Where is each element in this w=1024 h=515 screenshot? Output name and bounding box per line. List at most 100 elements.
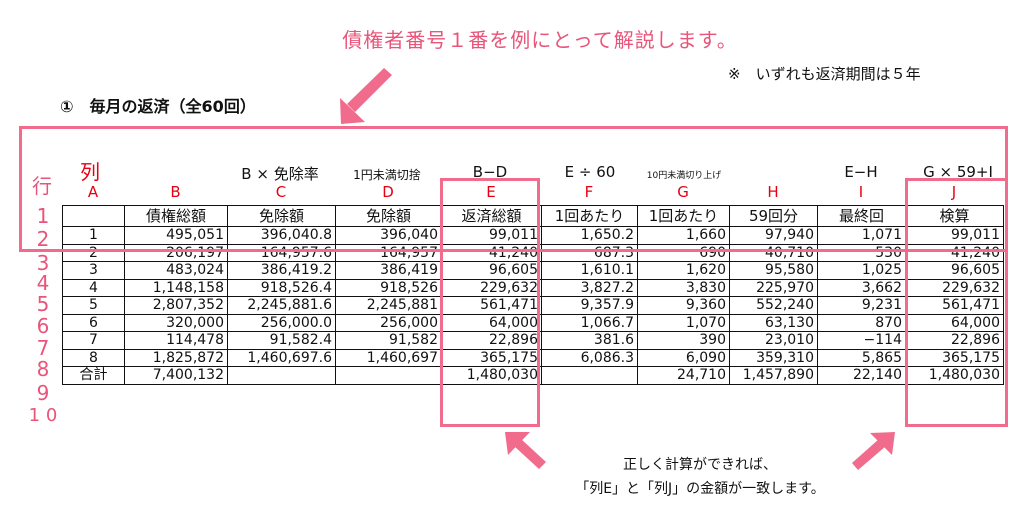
column-letter-d: D bbox=[382, 183, 394, 201]
table-row: 6 320,000 256,000.0 256,000 64,000 1,066… bbox=[62, 313, 1004, 332]
table-cell: 1,025 bbox=[817, 261, 906, 280]
header-cell: 免除額 bbox=[335, 205, 442, 227]
callout-bottom-line1: 正しく計算ができれば、 bbox=[623, 457, 777, 473]
row-number: 9 bbox=[36, 381, 50, 405]
table-cell: 1,071 bbox=[817, 226, 906, 245]
column-label: 列 bbox=[80, 160, 100, 184]
table-cell: 390 bbox=[637, 331, 730, 350]
table-cell: 690 bbox=[637, 243, 730, 262]
arrow-icon-right bbox=[852, 432, 895, 470]
table-cell: 256,000 bbox=[335, 313, 442, 332]
table-cell: 96,605 bbox=[905, 261, 1004, 280]
highlight-column-j bbox=[905, 178, 1008, 427]
row-number: 4 bbox=[36, 271, 50, 295]
table-cell: 1,457,890 bbox=[729, 366, 818, 385]
header-cell: 返済総額 bbox=[441, 205, 542, 227]
header-cell: 59回分 bbox=[729, 205, 818, 227]
table-cell: 1,480,030 bbox=[905, 366, 1004, 385]
table-cell: 9,357.9 bbox=[541, 296, 638, 315]
table-cell: 91,582 bbox=[335, 331, 442, 350]
row-number: 7 bbox=[36, 336, 50, 360]
table-cell: 7,400,132 bbox=[124, 366, 228, 385]
table-cell: 386,419 bbox=[335, 261, 442, 280]
row-number: 6 bbox=[36, 314, 50, 338]
row-number: 1 bbox=[36, 204, 50, 228]
table-cell: 64,000 bbox=[905, 313, 1004, 332]
table-cell: 495,051 bbox=[124, 226, 228, 245]
arrow-icon-top bbox=[340, 68, 392, 124]
header-cell: 1回あたり bbox=[637, 205, 730, 227]
total-row: 合計 7,400,132 1,480,030 24,710 1,457,890 … bbox=[62, 366, 1004, 385]
table-cell: 2,245,881.6 bbox=[227, 296, 336, 315]
table-cell: 1,620 bbox=[637, 261, 730, 280]
table-cell: 3,830 bbox=[637, 278, 730, 297]
formula-e: B−D bbox=[472, 163, 508, 181]
table-cell: 9,231 bbox=[817, 296, 906, 315]
table-cell: 3,827.2 bbox=[541, 278, 638, 297]
table-cell: 918,526.4 bbox=[227, 278, 336, 297]
header-cell: 免除額 bbox=[227, 205, 336, 227]
formula-d: 1円未満切捨 bbox=[353, 168, 421, 182]
callout-bottom: 正しく計算ができれば、 「列E」と「列J」の金額が一致します。 bbox=[540, 453, 860, 501]
table-cell: 1,460,697.6 bbox=[227, 348, 336, 367]
repayment-table: 債権総額 免除額 免除額 返済総額 1回あたり 1回あたり 59回分 最終回 検… bbox=[62, 205, 1004, 385]
table-cell: 3,662 bbox=[817, 278, 906, 297]
table-cell: 2,807,352 bbox=[124, 296, 228, 315]
column-letter-h: H bbox=[767, 183, 779, 201]
formula-i: E−H bbox=[844, 163, 878, 181]
table-cell: 63,130 bbox=[729, 313, 818, 332]
arrow-icon-left bbox=[505, 432, 546, 469]
table-cell: 22,896 bbox=[441, 331, 542, 350]
column-letter-b: B bbox=[170, 183, 181, 201]
table-cell: 1,070 bbox=[637, 313, 730, 332]
table-cell: 1,148,158 bbox=[124, 278, 228, 297]
row-number: 5 bbox=[36, 292, 50, 316]
row-number: 1 0 bbox=[28, 405, 58, 426]
table-cell: 561,471 bbox=[905, 296, 1004, 315]
table-cell: 22,140 bbox=[817, 366, 906, 385]
column-letter-f: F bbox=[584, 183, 594, 201]
highlight-column-e bbox=[440, 178, 540, 427]
table-cell: 164,957.6 bbox=[227, 243, 336, 262]
table-cell: 381.6 bbox=[541, 331, 638, 350]
table-cell: 256,000.0 bbox=[227, 313, 336, 332]
row-number: 8 bbox=[36, 357, 50, 381]
table-cell: 合計 bbox=[62, 366, 125, 385]
table-cell: 396,040.8 bbox=[227, 226, 336, 245]
table-cell: 24,710 bbox=[637, 366, 730, 385]
table-cell: 1,825,872 bbox=[124, 348, 228, 367]
formula-j: G × 59+I bbox=[923, 163, 993, 181]
column-letter-i: I bbox=[858, 183, 864, 201]
table-cell: 41,240 bbox=[905, 243, 1004, 262]
table-cell: 365,175 bbox=[441, 348, 542, 367]
callout-bottom-line2: 「列E」と「列J」の金額が一致します。 bbox=[575, 481, 825, 497]
header-cell: 債権総額 bbox=[124, 205, 228, 227]
column-letter-a: A bbox=[87, 183, 99, 201]
table-row: 7 114,478 91,582.4 91,582 22,896 381.6 3… bbox=[62, 331, 1004, 350]
row-label: 行 bbox=[32, 174, 52, 198]
table-cell: 6,090 bbox=[637, 348, 730, 367]
formula-c: B × 免除率 bbox=[241, 165, 319, 183]
table-cell: 1,650.2 bbox=[541, 226, 638, 245]
formula-f: E ÷ 60 bbox=[564, 163, 616, 181]
table-cell: 1,480,030 bbox=[441, 366, 542, 385]
term-note: ※ いずれも返済期間は５年 bbox=[728, 65, 921, 83]
table-cell: 561,471 bbox=[441, 296, 542, 315]
table-cell: 9,360 bbox=[637, 296, 730, 315]
callout-top-text: 債権者番号１番を例にとって解説します。 bbox=[342, 28, 738, 52]
section-heading: ① 毎月の返済（全60回） bbox=[60, 97, 256, 116]
header-cell: 検算 bbox=[905, 205, 1004, 227]
table-cell: 96,605 bbox=[441, 261, 542, 280]
table-cell: 1,066.7 bbox=[541, 313, 638, 332]
header-cell: 1回あたり bbox=[541, 205, 638, 227]
row-number: 2 bbox=[36, 227, 50, 251]
column-letter-j: J bbox=[951, 183, 957, 201]
formula-g: 10円未満切り上げ bbox=[646, 171, 722, 181]
column-letter-e: E bbox=[486, 183, 496, 201]
table-cell: 229,632 bbox=[905, 278, 1004, 297]
row-number: 3 bbox=[36, 251, 50, 275]
column-letter-g: G bbox=[677, 183, 689, 201]
column-letter-c: C bbox=[275, 183, 287, 201]
header-row: 債権総額 免除額 免除額 返済総額 1回あたり 1回あたり 59回分 最終回 検… bbox=[62, 205, 1004, 227]
